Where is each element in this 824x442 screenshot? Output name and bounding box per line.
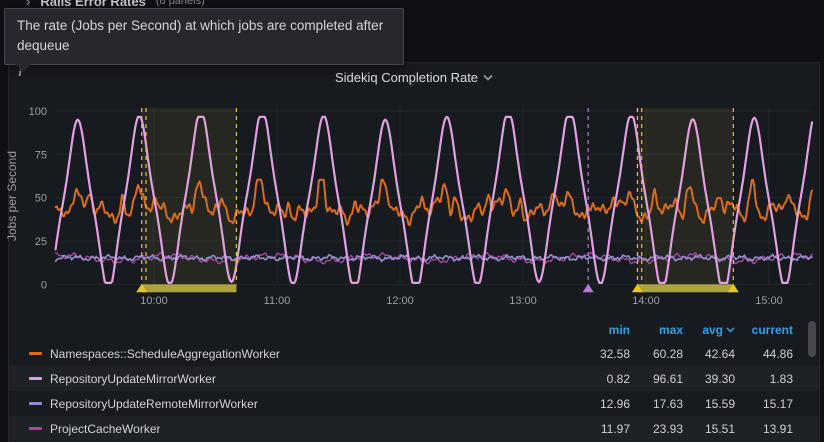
tooltip-text: The rate (Jobs per Second) at which jobs… [17, 18, 384, 54]
panel-header: i Sidekiq Completion Rate [9, 63, 819, 91]
x-tick-label: 12:00 [386, 295, 414, 307]
annotation-marker[interactable] [631, 283, 643, 293]
series-marker [29, 377, 42, 380]
x-tick-label: 14:00 [632, 295, 660, 307]
legend-col-max[interactable]: max [658, 323, 683, 337]
annotation-marker[interactable] [582, 283, 594, 293]
legend-value-avg: 15.51 [704, 421, 735, 436]
legend-table: min max avg current Namespaces::Schedule… [9, 317, 819, 442]
legend-value-avg: 15.59 [704, 396, 735, 411]
panel-title-menu[interactable]: Sidekiq Completion Rate [335, 70, 493, 85]
legend-row: Namespaces::ScheduleAggregationWorker 32.… [9, 341, 819, 366]
chevron-down-icon [483, 74, 493, 81]
row-title[interactable]: Rails Error Rates [40, 0, 146, 9]
chart-annotation-markers [136, 108, 739, 293]
series-label[interactable]: RepositoryUpdateRemoteMirrorWorker [50, 396, 258, 411]
panel-title: Sidekiq Completion Rate [334, 69, 479, 85]
annotation-region-bar[interactable] [637, 284, 734, 293]
series-line-repositoryupdateremotemirrorworker[interactable] [54, 253, 813, 263]
chart-annotation-regions [141, 108, 734, 293]
y-tick-label: 75 [35, 149, 47, 161]
legend-value-current: 15.17 [762, 396, 793, 411]
legend-value-min: 32.58 [599, 346, 630, 361]
chart-series [54, 115, 814, 284]
timeseries-chart[interactable]: 0 25 50 75 100 10:00 11:00 12:00 13:00 14:00 15:00… [0, 90, 824, 316]
legend-value-min: 0.82 [606, 371, 630, 386]
legend-value-max: 17.63 [652, 396, 683, 411]
series-marker [29, 402, 42, 405]
x-tick-label: 10:00 [140, 295, 168, 307]
legend-value-max: 60.28 [652, 346, 683, 361]
y-tick-label: 100 [29, 106, 47, 118]
legend-scrollbar-thumb[interactable] [808, 321, 816, 357]
annotation-marker[interactable] [136, 283, 148, 293]
y-tick-label: 50 [35, 193, 47, 205]
legend-value-avg: 39.30 [704, 371, 735, 386]
series-label[interactable]: Namespaces::ScheduleAggregationWorker [50, 346, 280, 361]
legend-value-max: 96.61 [652, 371, 683, 386]
chart-gridlines: 0 25 50 75 100 10:00 11:00 12:00 13:00 14:00 15:00 [29, 106, 812, 307]
sort-chevron-down-icon [726, 327, 735, 333]
legend-value-current: 1.83 [769, 371, 793, 386]
series-marker [29, 427, 42, 430]
tooltip-arrow [15, 63, 31, 72]
row-panel-count: (8 panels) [155, 0, 205, 7]
legend-row: RepositoryUpdateRemoteMirrorWorker 12.96 1… [9, 391, 819, 416]
annotation-marker[interactable] [727, 283, 739, 293]
series-label[interactable]: ProjectCacheWorker [50, 421, 161, 436]
legend-row: ProjectCacheWorker 11.97 23.93 15.51 13.91 [9, 416, 819, 441]
legend-value-max: 23.93 [652, 421, 683, 436]
legend-col-current[interactable]: current [751, 323, 793, 337]
series-marker [29, 352, 42, 355]
dashboard-row-header[interactable]: › Rails Error Rates (8 panels) [0, 0, 824, 9]
legend-value-current: 44.86 [762, 346, 793, 361]
legend-row: RepositoryUpdateMirrorWorker 0.82 96.61 39.… [9, 366, 819, 391]
legend-value-avg: 42.64 [704, 346, 735, 361]
legend-header: min max avg current [9, 319, 819, 341]
annotation-region-bar[interactable] [141, 284, 237, 293]
legend-value-min: 12.96 [599, 396, 630, 411]
series-label[interactable]: RepositoryUpdateMirrorWorker [50, 371, 216, 386]
x-tick-label: 11:00 [264, 295, 291, 307]
panel-info-icon[interactable]: i [18, 67, 22, 79]
x-tick-label: 13:00 [509, 295, 537, 307]
x-tick-label: 15:00 [755, 295, 783, 307]
legend-value-current: 13.91 [762, 421, 793, 436]
y-tick-label: 0 [41, 279, 47, 291]
series-line-repositoryupdatemirrorworker[interactable] [54, 115, 814, 284]
legend-col-avg[interactable]: avg [683, 323, 735, 337]
y-tick-label: 25 [35, 236, 47, 248]
legend-col-min[interactable]: min [608, 323, 630, 337]
legend-value-min: 11.97 [600, 421, 630, 436]
row-collapse-icon: › [26, 0, 31, 9]
y-axis-title: Jobs per Second [5, 151, 19, 241]
info-tooltip: The rate (Jobs per Second) at which jobs… [4, 8, 404, 72]
